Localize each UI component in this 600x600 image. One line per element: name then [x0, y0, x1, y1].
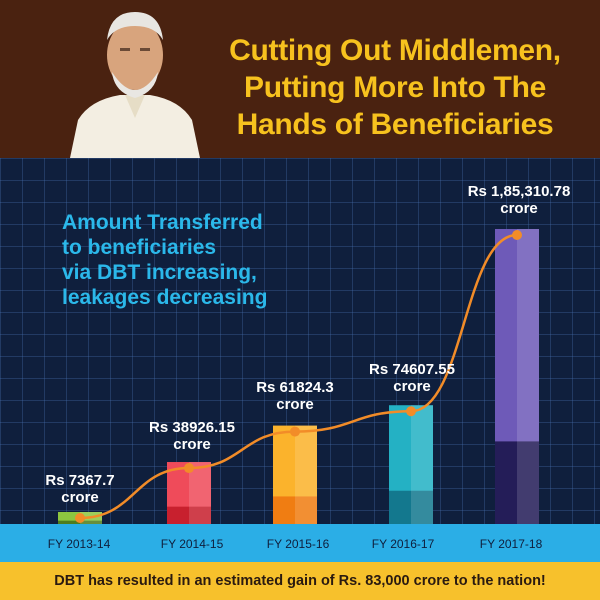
headline: Cutting Out Middlemen, Putting More Into… [200, 32, 590, 143]
category-label-3: FY 2015-16 [267, 537, 330, 551]
bar-5-shade [517, 229, 539, 524]
bar-3-shade [295, 425, 317, 524]
value-label-1: Rs 7367.7 [45, 472, 114, 489]
category-label-2: FY 2014-15 [161, 537, 224, 551]
bar-2-base [167, 506, 211, 524]
headline-line-1: Cutting Out Middlemen, [229, 34, 561, 67]
bar-5-base [495, 441, 539, 524]
value-unit-5: crore [500, 200, 538, 217]
value-label-3: Rs 61824.3 [256, 379, 334, 396]
chart-title-line-4: leakages decreasing [62, 286, 268, 309]
value-label-4: Rs 74607.55 [369, 361, 455, 378]
bar-4-shade [411, 405, 433, 524]
headline-line-2: Putting More Into The [244, 71, 546, 104]
trend-point-4 [406, 406, 416, 417]
category-label-4: FY 2016-17 [372, 537, 435, 551]
chart-title-line-3: via DBT increasing, [62, 261, 257, 284]
header-banner: Cutting Out Middlemen, Putting More Into… [0, 0, 600, 158]
value-label-2: Rs 38926.15 [149, 419, 235, 436]
portrait-image [70, 12, 200, 158]
bar-2-shade [189, 462, 211, 524]
bar-4-base [389, 490, 433, 524]
chart-title: Amount Transferred to beneficiaries via … [62, 210, 322, 310]
category-label-5: FY 2017-18 [480, 537, 543, 551]
value-unit-3: crore [276, 396, 314, 413]
value-unit-4: crore [393, 378, 431, 395]
footer-text: DBT has resulted in an estimated gain of… [54, 573, 546, 589]
footer-banner: DBT has resulted in an estimated gain of… [0, 562, 600, 600]
value-unit-1: crore [61, 489, 99, 506]
trend-line [79, 233, 518, 520]
headline-line-3: Hands of Beneficiaries [236, 108, 554, 141]
trend-point-5 [512, 230, 522, 240]
category-label-1: FY 2013-14 [48, 537, 111, 551]
chart-title-line-1: Amount Transferred [62, 211, 263, 234]
value-label-5: Rs 1,85,310.78 [468, 183, 571, 200]
value-unit-2: crore [173, 436, 211, 453]
bar-3-base [273, 496, 317, 524]
x-axis-band [0, 524, 600, 562]
trend-point-2 [184, 463, 194, 474]
trend-point-3 [290, 426, 300, 437]
chart-title-line-2: to beneficiaries [62, 236, 217, 259]
trend-point-1 [75, 513, 85, 523]
